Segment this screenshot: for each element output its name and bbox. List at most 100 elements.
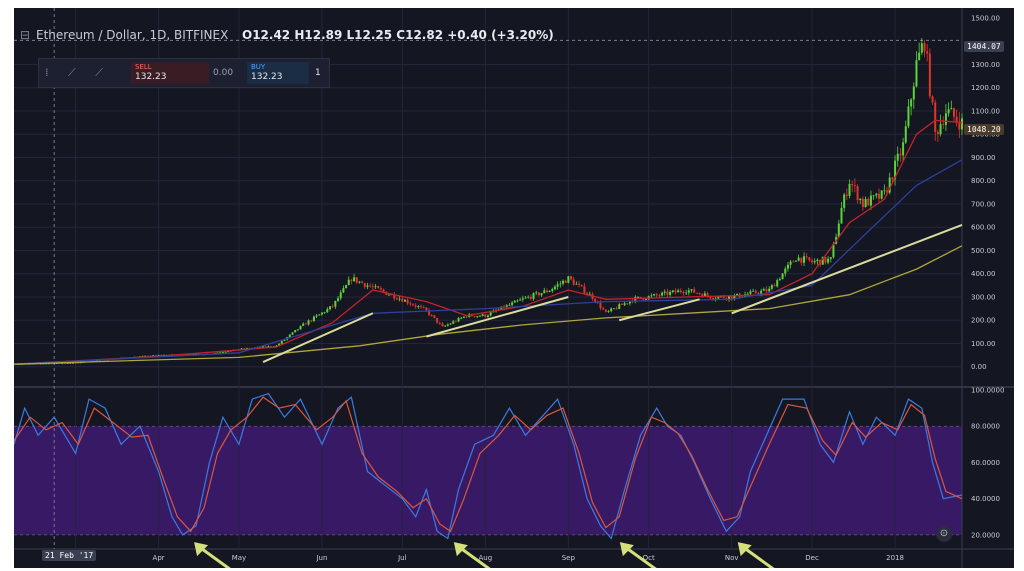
price-tick-label: 800.00 — [971, 177, 996, 185]
candle-body — [527, 296, 530, 298]
candle-body — [650, 295, 653, 297]
candle-body — [564, 280, 567, 283]
candle-body — [768, 288, 771, 292]
candle-body — [412, 304, 415, 306]
candle-body — [722, 296, 725, 298]
candle-body — [545, 290, 548, 292]
candle-body — [361, 281, 364, 284]
candle-body — [160, 354, 163, 356]
candle-body — [141, 356, 144, 357]
candle-body — [438, 322, 441, 324]
symbol-title[interactable]: Ethereum / Dollar, 1D, BITFINEX — [36, 28, 229, 42]
candle-body — [219, 352, 222, 354]
candle-body — [794, 260, 797, 262]
candle-body — [553, 286, 556, 290]
candle-body — [695, 292, 698, 294]
candle-body — [682, 292, 685, 293]
candle-body — [449, 323, 452, 325]
candle-body — [757, 293, 760, 294]
price-tick-label: 700.00 — [971, 200, 996, 208]
trendline — [731, 223, 963, 315]
settings-icon[interactable]: ⊙ — [936, 526, 952, 542]
candle-body — [934, 102, 937, 132]
price-tick-label: 1200.00 — [971, 84, 1000, 92]
candle-body — [47, 363, 50, 365]
arrow-head — [453, 542, 468, 557]
buy-button[interactable]: BUY 132.23 — [247, 62, 309, 84]
candle-body — [947, 109, 950, 114]
candle-body — [441, 323, 444, 327]
annotation-arrow — [194, 542, 231, 568]
candle-body — [880, 190, 883, 199]
candle-body — [714, 298, 717, 300]
candle-body — [588, 293, 591, 295]
candle-body — [610, 308, 613, 312]
candle-body — [886, 190, 889, 193]
trading-chart[interactable]: 0.00 100.00 200.00 300.00 400.00 500.00 600.00… — [14, 8, 1014, 568]
candle-body — [636, 296, 639, 298]
candle-body — [312, 316, 315, 322]
candle-body — [329, 306, 331, 310]
candle-body — [157, 354, 160, 356]
spread-value: 0.00 — [213, 68, 234, 78]
price-tick-label: 200.00 — [971, 317, 996, 325]
candle-body — [425, 307, 428, 311]
candle-body — [891, 177, 894, 180]
candle-body — [620, 304, 623, 305]
candle-body — [561, 280, 564, 284]
candle-body — [390, 294, 393, 296]
candle-body — [658, 295, 661, 297]
candle-body — [950, 108, 953, 110]
candle-body — [706, 293, 709, 296]
annotation-arrow — [453, 542, 491, 568]
candle-body — [915, 60, 918, 87]
candle-body — [548, 290, 551, 292]
candle-body — [717, 296, 720, 299]
candle-body — [551, 289, 554, 291]
candle-body — [749, 291, 752, 294]
buy-price: 132.23 — [251, 72, 283, 82]
candle-body — [781, 273, 784, 280]
candle-body — [923, 43, 926, 52]
candle-body — [784, 268, 787, 274]
candle-body — [473, 316, 476, 317]
chart-canvas[interactable]: 0.00 100.00 200.00 300.00 400.00 500.00 600.00… — [14, 8, 1014, 568]
candle-body — [39, 363, 42, 365]
candle-body — [61, 363, 64, 365]
candle-body — [888, 177, 891, 193]
price-tick-label: 300.00 — [971, 293, 996, 301]
candle-body — [920, 43, 923, 53]
candle-body — [227, 351, 230, 353]
candle-body — [773, 285, 776, 287]
candle-body — [674, 290, 677, 293]
candle-body — [77, 362, 80, 364]
candle-body — [398, 298, 401, 300]
candle-body — [516, 300, 519, 302]
candle-body — [690, 289, 693, 291]
annotation-arrow — [619, 542, 657, 568]
candle-body — [452, 321, 455, 324]
price-tick-label: 1100.00 — [971, 107, 1000, 115]
menu-icon[interactable]: ⊟ — [20, 28, 31, 42]
candle-body — [666, 291, 669, 295]
candle-body — [797, 257, 800, 261]
candle-body — [350, 279, 353, 281]
candle-body — [353, 277, 356, 281]
candle-body — [711, 298, 714, 300]
arrow-shaft — [197, 544, 231, 568]
date-tick-label: Apr — [153, 554, 165, 562]
sell-button[interactable]: SELL 132.23 — [131, 62, 209, 84]
candle-body — [778, 279, 781, 281]
candle-body — [259, 347, 262, 348]
stochastic-tick-label: 20.0000 — [971, 531, 1000, 539]
candle-body — [71, 362, 74, 364]
candle-body — [422, 307, 425, 308]
candle-body — [618, 304, 621, 309]
candle-body — [216, 352, 219, 354]
candle-body — [444, 325, 447, 327]
candle-body — [337, 298, 340, 301]
date-tick-label: Oct — [643, 554, 655, 562]
candle-body — [484, 314, 487, 317]
drawing-tools-icon[interactable]: ⁞ ⟋ ⟋ — [45, 66, 111, 79]
quantity-value[interactable]: 1 — [315, 68, 321, 78]
